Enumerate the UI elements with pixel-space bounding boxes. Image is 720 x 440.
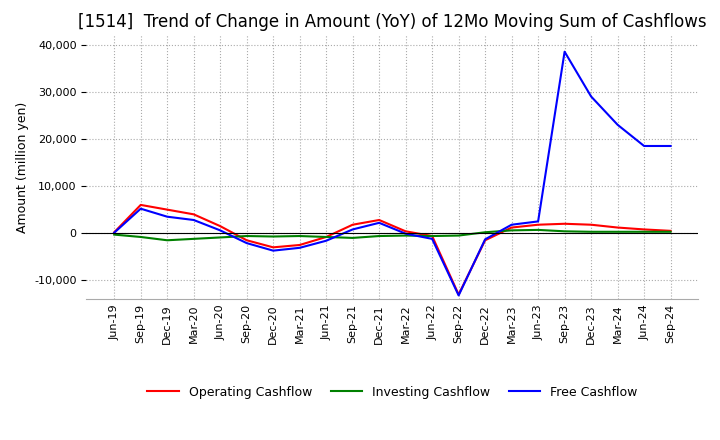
Free Cashflow — [401, 231, 410, 236]
Operating Cashflow — [243, 238, 251, 243]
Operating Cashflow — [481, 238, 490, 243]
Operating Cashflow — [454, 292, 463, 297]
Free Cashflow — [454, 293, 463, 298]
Free Cashflow — [560, 49, 569, 54]
Investing Cashflow — [322, 235, 330, 240]
Free Cashflow — [216, 228, 225, 233]
Operating Cashflow — [587, 222, 595, 227]
Investing Cashflow — [508, 228, 516, 233]
Operating Cashflow — [401, 229, 410, 234]
Free Cashflow — [110, 230, 119, 235]
Operating Cashflow — [269, 245, 277, 250]
Investing Cashflow — [163, 238, 171, 243]
Line: Investing Cashflow: Investing Cashflow — [114, 230, 670, 240]
Investing Cashflow — [481, 230, 490, 235]
Investing Cashflow — [269, 234, 277, 239]
Investing Cashflow — [666, 229, 675, 235]
Investing Cashflow — [189, 236, 198, 242]
Legend: Operating Cashflow, Investing Cashflow, Free Cashflow: Operating Cashflow, Investing Cashflow, … — [143, 381, 642, 404]
Investing Cashflow — [348, 235, 357, 241]
Investing Cashflow — [216, 235, 225, 240]
Line: Free Cashflow: Free Cashflow — [114, 51, 670, 295]
Investing Cashflow — [613, 229, 622, 235]
Free Cashflow — [640, 143, 649, 149]
Operating Cashflow — [508, 225, 516, 230]
Investing Cashflow — [401, 233, 410, 238]
Investing Cashflow — [640, 229, 649, 235]
Operating Cashflow — [189, 212, 198, 217]
Free Cashflow — [428, 236, 436, 242]
Free Cashflow — [189, 217, 198, 223]
Free Cashflow — [534, 219, 542, 224]
Free Cashflow — [136, 206, 145, 211]
Operating Cashflow — [295, 242, 304, 248]
Operating Cashflow — [560, 221, 569, 227]
Investing Cashflow — [136, 235, 145, 240]
Operating Cashflow — [110, 230, 119, 235]
Operating Cashflow — [322, 235, 330, 240]
Investing Cashflow — [243, 233, 251, 238]
Y-axis label: Amount (million yen): Amount (million yen) — [16, 102, 29, 233]
Free Cashflow — [243, 240, 251, 246]
Operating Cashflow — [216, 224, 225, 229]
Investing Cashflow — [560, 229, 569, 234]
Operating Cashflow — [348, 222, 357, 227]
Free Cashflow — [375, 220, 384, 225]
Operating Cashflow — [640, 227, 649, 232]
Free Cashflow — [666, 143, 675, 149]
Free Cashflow — [508, 222, 516, 227]
Operating Cashflow — [163, 207, 171, 212]
Operating Cashflow — [428, 233, 436, 238]
Operating Cashflow — [534, 222, 542, 227]
Investing Cashflow — [534, 227, 542, 232]
Free Cashflow — [322, 238, 330, 243]
Operating Cashflow — [613, 225, 622, 230]
Free Cashflow — [613, 122, 622, 128]
Investing Cashflow — [375, 233, 384, 238]
Investing Cashflow — [587, 229, 595, 235]
Free Cashflow — [587, 94, 595, 99]
Operating Cashflow — [666, 228, 675, 234]
Free Cashflow — [295, 245, 304, 250]
Investing Cashflow — [428, 233, 436, 238]
Operating Cashflow — [136, 202, 145, 208]
Investing Cashflow — [295, 233, 304, 238]
Free Cashflow — [269, 248, 277, 253]
Investing Cashflow — [454, 233, 463, 238]
Free Cashflow — [348, 227, 357, 232]
Free Cashflow — [481, 237, 490, 242]
Title: [1514]  Trend of Change in Amount (YoY) of 12Mo Moving Sum of Cashflows: [1514] Trend of Change in Amount (YoY) o… — [78, 13, 707, 31]
Operating Cashflow — [375, 217, 384, 223]
Line: Operating Cashflow: Operating Cashflow — [114, 205, 670, 294]
Free Cashflow — [163, 214, 171, 220]
Investing Cashflow — [110, 232, 119, 237]
